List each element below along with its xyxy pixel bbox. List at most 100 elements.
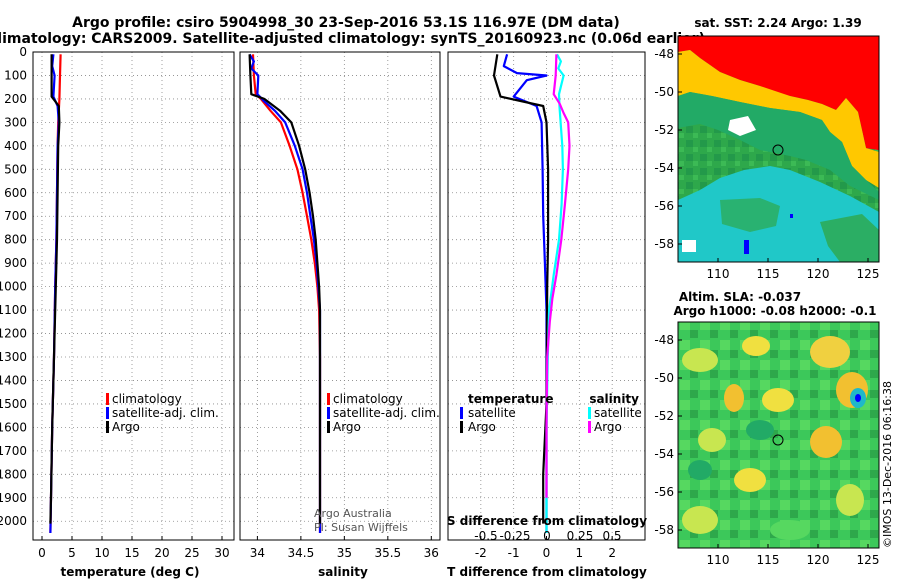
difference-legend: temperature satellite Argo salinity sate… <box>460 392 642 434</box>
depth-tick-label: 1800 <box>0 467 27 481</box>
legend-swatch-temp-satellite <box>460 407 463 419</box>
legend-swatch-climatology <box>327 393 330 405</box>
secondary-tick-label: 0 <box>543 529 551 543</box>
map-x-tick-label: 120 <box>807 267 830 281</box>
depth-tick-label: 400 <box>4 139 27 153</box>
depth-tick-label: 100 <box>4 68 27 82</box>
x-tick-label: -1 <box>508 546 520 560</box>
map-y-tick-label: -48 <box>654 47 674 61</box>
figure-title-line1: Argo profile: csiro 5904998_30 23-Sep-20… <box>72 15 620 31</box>
x-tick-label: 35 <box>337 546 352 560</box>
copyright-footer: ©IMOS 13-Dec-2016 06:16:38 <box>881 381 894 548</box>
map-y-tick-label: -56 <box>654 485 674 499</box>
map-y-tick-label: -50 <box>654 85 674 99</box>
difference-secondary-xlabel: S difference from climatology <box>447 514 647 528</box>
map-y-tick-label: -48 <box>654 333 674 347</box>
credit-line1: Argo Australia <box>314 507 392 520</box>
sla-map-ticks: -48 -50 -52 -54 -56 -58 110 115 120 125 <box>654 333 879 567</box>
sst-map-ticks: -48 -50 -52 -54 -56 -58 110 115 120 125 <box>654 47 879 281</box>
map-y-tick-label: -58 <box>654 523 674 537</box>
salinity-panel: 34 34.5 35 35.5 36 <box>239 51 441 560</box>
map-y-tick-label: -50 <box>654 371 674 385</box>
temperature-xlabel: temperature (deg C) <box>61 565 200 579</box>
depth-tick-label: 1600 <box>0 420 27 434</box>
depth-tick-label: 900 <box>4 256 27 270</box>
depth-tick-label: 700 <box>4 209 27 223</box>
legend-label-temp-argo: Argo <box>468 420 496 434</box>
plot-frame <box>239 51 441 541</box>
x-tick-label: 35.5 <box>374 546 401 560</box>
x-tick-label: 0 <box>38 546 46 560</box>
temperature-legend: climatology satellite-adj. clim. Argo <box>106 392 219 434</box>
x-tick-label: 30 <box>214 546 229 560</box>
x-tick-label: 25 <box>184 546 199 560</box>
series-line <box>502 54 548 533</box>
map-x-tick-label: 125 <box>857 267 880 281</box>
sst-profile-marker <box>772 144 784 156</box>
legend-swatch-climatology <box>106 393 109 405</box>
x-tick-label: 2 <box>608 546 616 560</box>
secondary-tick-label: -0.5 <box>474 529 497 543</box>
salinity-difference-ticks: -0.5 -0.25 0 0.25 0.5 <box>474 529 621 543</box>
salinity-xlabel: salinity <box>318 565 368 579</box>
x-tick-label: 1 <box>576 546 584 560</box>
legend-swatch-temp-argo <box>460 421 463 433</box>
x-tick-label: 34.5 <box>288 546 315 560</box>
sst-map-title: sat. SST: 2.24 Argo: 1.39 <box>694 16 861 30</box>
x-tick-label: 20 <box>154 546 169 560</box>
legend-swatch-argo <box>327 421 330 433</box>
map-x-tick-label: 115 <box>757 553 780 567</box>
map-x-tick-label: 125 <box>857 553 880 567</box>
temperature-panel: 0 5 10 15 20 25 30 <box>32 51 235 560</box>
credit-line2: PI: Susan Wijffels <box>314 521 408 534</box>
map-x-tick-label: 110 <box>707 267 730 281</box>
map-x-tick-label: 115 <box>757 267 780 281</box>
legend-swatch-sal-satellite <box>588 407 591 419</box>
legend-label-argo: Argo <box>112 420 140 434</box>
legend-swatch-argo <box>106 421 109 433</box>
legend-label-argo: Argo <box>333 420 361 434</box>
series-line <box>248 53 322 533</box>
map-y-tick-label: -54 <box>654 161 674 175</box>
sla-map-title-line2: Argo h1000: -0.08 h2000: -0.1 <box>673 304 876 318</box>
secondary-tick-label: 0.5 <box>602 529 621 543</box>
x-tick-label: 0 <box>543 546 551 560</box>
x-tick-label: -2 <box>475 546 487 560</box>
depth-tick-label: 200 <box>4 92 27 106</box>
series-line <box>49 54 61 524</box>
depth-tick-label: 300 <box>4 115 27 129</box>
series-line <box>492 54 550 524</box>
map-x-tick-label: 110 <box>707 553 730 567</box>
series-line <box>545 53 565 533</box>
legend-label-climatology: climatology <box>333 392 403 406</box>
depth-tick-label: 2000 <box>0 514 27 528</box>
depth-tick-label: 1100 <box>0 303 27 317</box>
map-y-tick-label: -54 <box>654 447 674 461</box>
sla-profile-marker <box>772 434 784 446</box>
map-y-tick-label: -56 <box>654 199 674 213</box>
secondary-tick-label: -0.25 <box>499 529 530 543</box>
x-tick-label: 36 <box>424 546 439 560</box>
plot-frame <box>32 51 235 541</box>
sst-map-frame <box>677 35 880 263</box>
sla-map-frame <box>677 321 880 549</box>
legend-label-satellite: satellite-adj. clim. <box>112 406 219 420</box>
legend-label-sal-satellite: satellite <box>594 406 642 420</box>
x-tick-label: 5 <box>68 546 76 560</box>
map-y-tick-label: -58 <box>654 237 674 251</box>
legend-label-climatology: climatology <box>112 392 182 406</box>
depth-axis-labels: 0 100 200 300 400 500 600 700 800 900 1000 1100 1200… <box>0 45 27 528</box>
depth-tick-label: 1700 <box>0 444 27 458</box>
legend-swatch-sal-argo <box>588 421 591 433</box>
series-line <box>248 54 322 524</box>
depth-tick-label: 1200 <box>0 327 27 341</box>
difference-xlabel: T difference from climatology <box>447 565 647 579</box>
legend-label-satellite: satellite-adj. clim. <box>333 406 440 420</box>
depth-tick-label: 0 <box>19 45 27 59</box>
map-x-tick-label: 120 <box>807 553 830 567</box>
sst-map <box>678 36 879 262</box>
legend-label-sal-argo: Argo <box>594 420 622 434</box>
depth-tick-label: 1000 <box>0 280 27 294</box>
sla-map-title-line1: Altim. SLA: -0.037 <box>679 290 801 304</box>
